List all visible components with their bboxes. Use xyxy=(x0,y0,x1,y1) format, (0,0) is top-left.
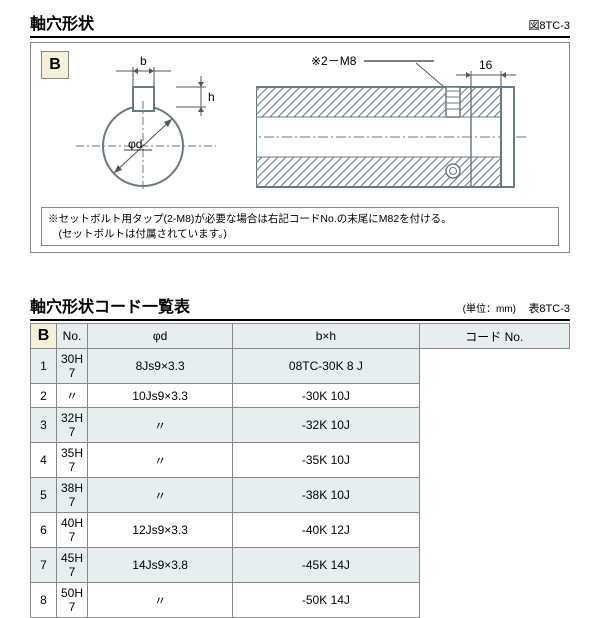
table-refs: (単位：mm) 表8TC-3 xyxy=(463,299,570,317)
cell-no: 8 xyxy=(31,583,57,618)
cell-phid: 32H 7 xyxy=(57,408,88,443)
cell-phid: 30H 7 xyxy=(57,349,88,384)
table-row: 850H 7〃-50K 14J xyxy=(31,583,570,618)
table-row: 435H 7〃-35K 10J xyxy=(31,443,570,478)
col-no: No. xyxy=(57,324,88,349)
table-title-row: 軸穴形状コード一覧表 (単位：mm) 表8TC-3 xyxy=(30,293,570,321)
table-row: 640H 712Js9×3.3-40K 12J xyxy=(31,513,570,548)
cell-phid: 40H 7 xyxy=(57,513,88,548)
section-title: 軸穴形状 xyxy=(30,10,94,34)
cell-code: -40K 12J xyxy=(233,513,419,548)
table-ref: 表8TC-3 xyxy=(528,303,570,315)
dim-b-label: b xyxy=(140,54,147,68)
cell-phid: 〃 xyxy=(57,384,88,408)
cell-no: 5 xyxy=(31,478,57,513)
table-row: 2〃10Js9×3.3-30K 10J xyxy=(31,384,570,408)
type-col: B xyxy=(31,324,57,349)
keyway-drawing-icon: b h φd xyxy=(76,51,246,201)
cell-phid: 45H 7 xyxy=(57,548,88,583)
note-line1: ※セットボルト用タップ(2-M8)が必要な場合は右記コードNo.の末尾にM82を… xyxy=(48,213,452,240)
table-row: 332H 7〃-32K 10J xyxy=(31,408,570,443)
figure-ref: 図8TC-3 xyxy=(528,17,570,33)
cell-no: 1 xyxy=(31,349,57,384)
type-tag: B xyxy=(41,51,69,79)
cell-bxh: 〃 xyxy=(88,443,233,478)
cell-no: 3 xyxy=(31,408,57,443)
cell-code: -38K 10J xyxy=(233,478,419,513)
cell-code: -35K 10J xyxy=(233,443,419,478)
shaft-side-drawing-icon: ※2－M8 16 xyxy=(256,51,546,201)
diagram-area: B b h xyxy=(41,51,559,201)
col-bxh: b×h xyxy=(233,324,419,349)
table-row: 745H 714Js9×3.8-45K 14J xyxy=(31,548,570,583)
cell-no: 4 xyxy=(31,443,57,478)
table-body: 130H 78Js9×3.308TC-30K 8 J2〃10Js9×3.3-30… xyxy=(31,349,570,618)
cell-phid: 50H 7 xyxy=(57,583,88,618)
diagram-box: B b h xyxy=(30,42,570,253)
cell-bxh: 〃 xyxy=(88,583,233,618)
cell-bxh: 12Js9×3.3 xyxy=(88,513,233,548)
cell-bxh: 10Js9×3.3 xyxy=(88,384,233,408)
unit-label: (単位：mm) xyxy=(463,304,516,315)
cell-phid: 35H 7 xyxy=(57,443,88,478)
title-row: 軸穴形状 図8TC-3 xyxy=(30,10,570,38)
cell-bxh: 14Js9×3.8 xyxy=(88,548,233,583)
cell-no: 6 xyxy=(31,513,57,548)
cell-code: -30K 10J xyxy=(233,384,419,408)
table-header-row: B No. φd b×h コード No. xyxy=(31,324,570,349)
table-row: 538H 7〃-38K 10J xyxy=(31,478,570,513)
dim-phid-label: φd xyxy=(128,137,142,151)
cell-code: -50K 14J xyxy=(233,583,419,618)
cell-code: -32K 10J xyxy=(233,408,419,443)
cell-no: 2 xyxy=(31,384,57,408)
table-row: 130H 78Js9×3.308TC-30K 8 J xyxy=(31,349,570,384)
col-phid: φd xyxy=(88,324,233,349)
cell-no: 7 xyxy=(31,548,57,583)
cell-code: -45K 14J xyxy=(233,548,419,583)
dim-16-label: 16 xyxy=(479,58,493,72)
dim-h-label: h xyxy=(208,90,215,104)
cell-bxh: 〃 xyxy=(88,478,233,513)
table-title: 軸穴形状コード一覧表 xyxy=(30,293,190,317)
cell-bxh: 〃 xyxy=(88,408,233,443)
shaft-hole-shape-section: 軸穴形状 図8TC-3 B b h xyxy=(0,0,600,618)
cell-code: 08TC-30K 8 J xyxy=(233,349,419,384)
code-table: B No. φd b×h コード No. 130H 78Js9×3.308TC-… xyxy=(30,323,570,618)
cell-phid: 38H 7 xyxy=(57,478,88,513)
col-code: コード No. xyxy=(419,324,569,349)
cell-bxh: 8Js9×3.3 xyxy=(88,349,233,384)
diagram-note: ※セットボルト用タップ(2-M8)が必要な場合は右記コードNo.の末尾にM82を… xyxy=(41,207,559,246)
dim-m8-label: ※2－M8 xyxy=(311,54,357,68)
